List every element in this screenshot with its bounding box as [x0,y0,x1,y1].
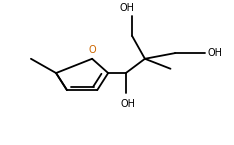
Text: OH: OH [121,99,136,109]
Text: O: O [88,45,96,55]
Text: OH: OH [208,48,223,58]
Text: OH: OH [120,3,135,13]
